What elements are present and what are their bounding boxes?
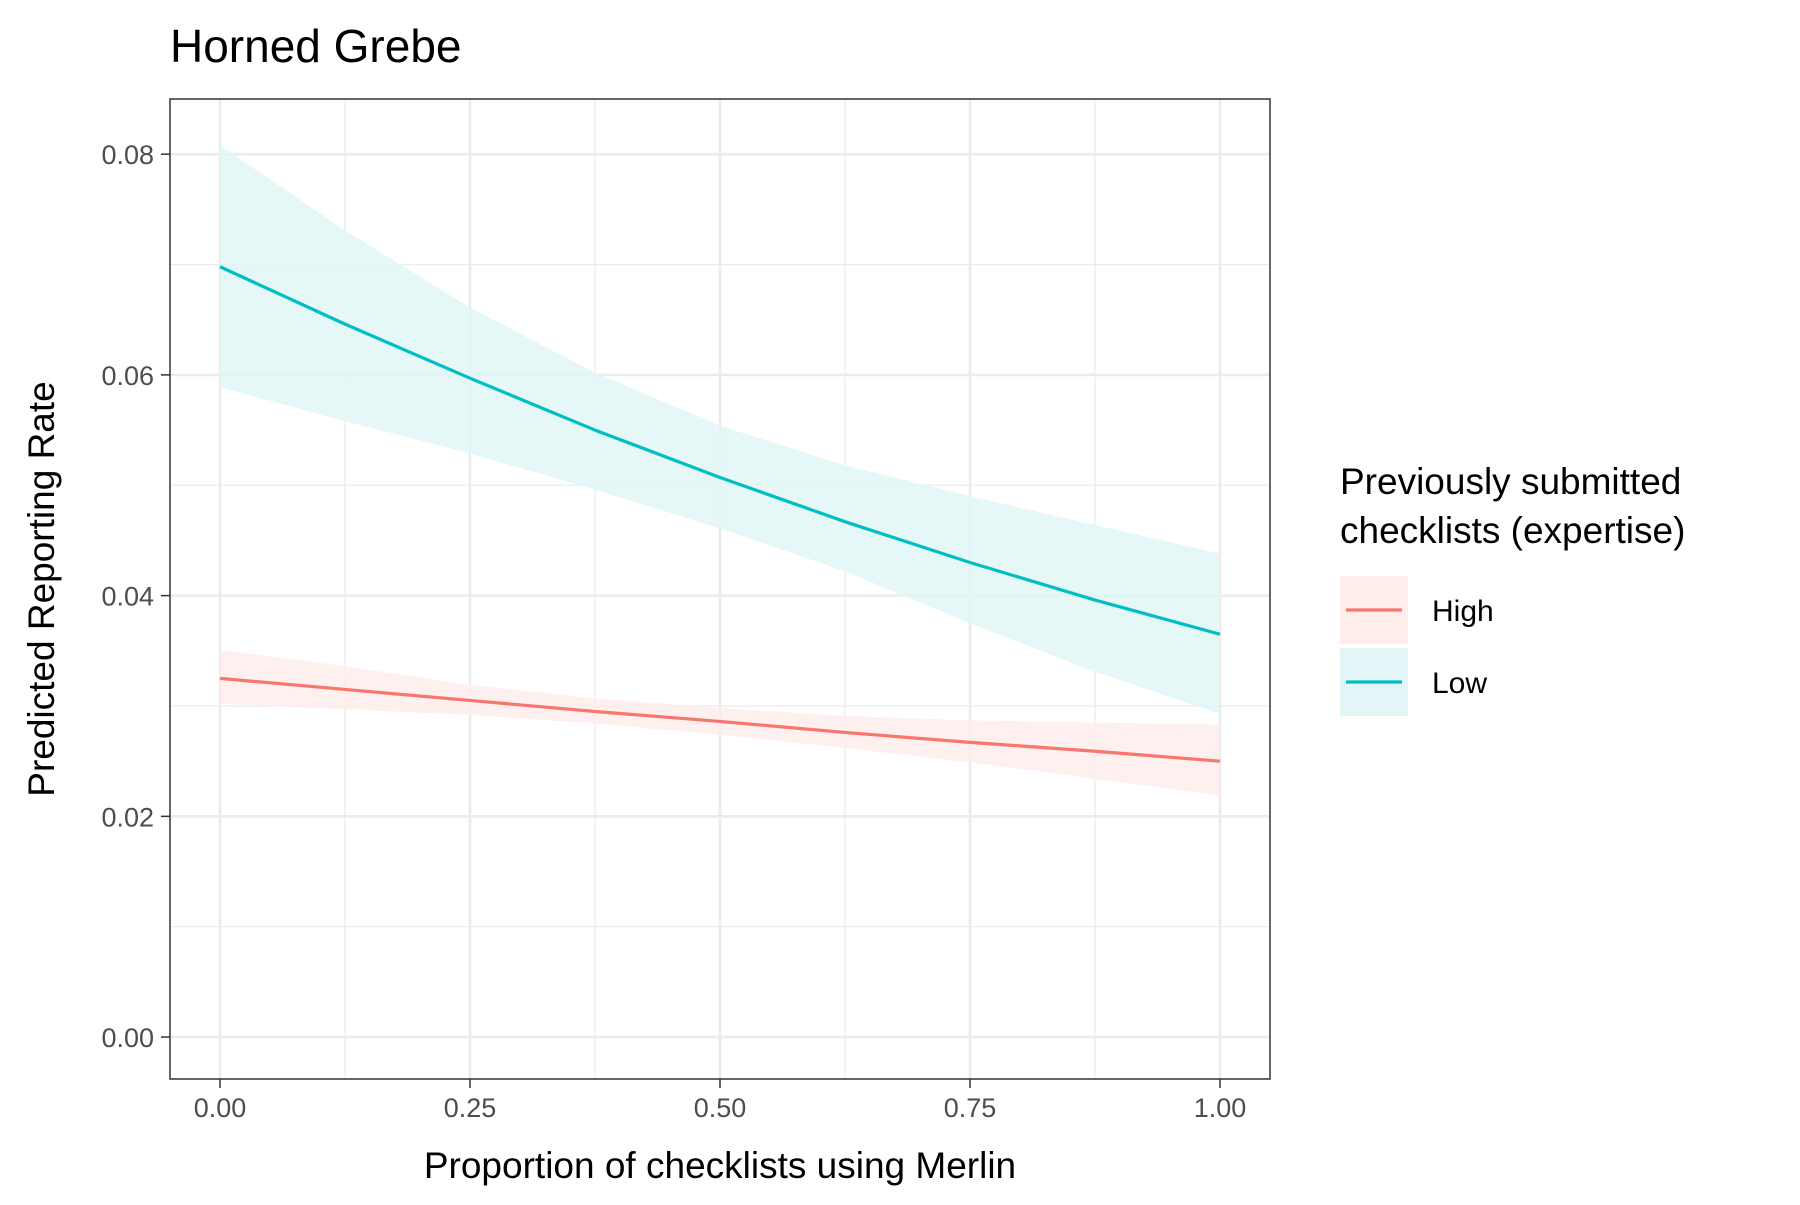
legend-label-high: High xyxy=(1432,595,1494,628)
y-tick-label: 0.08 xyxy=(101,140,154,170)
y-tick-label: 0.00 xyxy=(101,1023,154,1053)
x-tick-label: 0.25 xyxy=(444,1093,497,1123)
chart-title: Horned Grebe xyxy=(170,20,462,72)
y-axis-title: Predicted Reporting Rate xyxy=(21,381,62,796)
x-tick-label: 0.75 xyxy=(944,1093,997,1123)
x-axis-title: Proportion of checklists using Merlin xyxy=(424,1145,1016,1186)
x-tick-label: 0.00 xyxy=(194,1093,247,1123)
series-line-high xyxy=(219,676,1221,763)
series-line-low xyxy=(219,265,1221,636)
x-tick-label: 0.50 xyxy=(694,1093,747,1123)
confidence-band-low xyxy=(220,145,1220,714)
x-axis: 0.00 0.25 0.50 0.75 1.00 xyxy=(194,1079,1247,1123)
y-tick-label: 0.06 xyxy=(101,361,154,391)
legend-title-line-2: checklists (expertise) xyxy=(1340,510,1685,551)
legend-title-line-1: Previously submitted xyxy=(1340,461,1681,502)
legend: Previously submitted checklists (experti… xyxy=(1340,461,1685,716)
y-axis: 0.00 0.02 0.04 0.06 0.08 xyxy=(101,140,170,1053)
legend-label-low: Low xyxy=(1432,667,1487,700)
y-tick-label: 0.04 xyxy=(101,582,154,612)
x-tick-label: 1.00 xyxy=(1194,1093,1247,1123)
series-lines xyxy=(219,265,1221,763)
y-tick-label: 0.02 xyxy=(101,802,154,832)
legend-items: High Low xyxy=(1340,576,1494,716)
